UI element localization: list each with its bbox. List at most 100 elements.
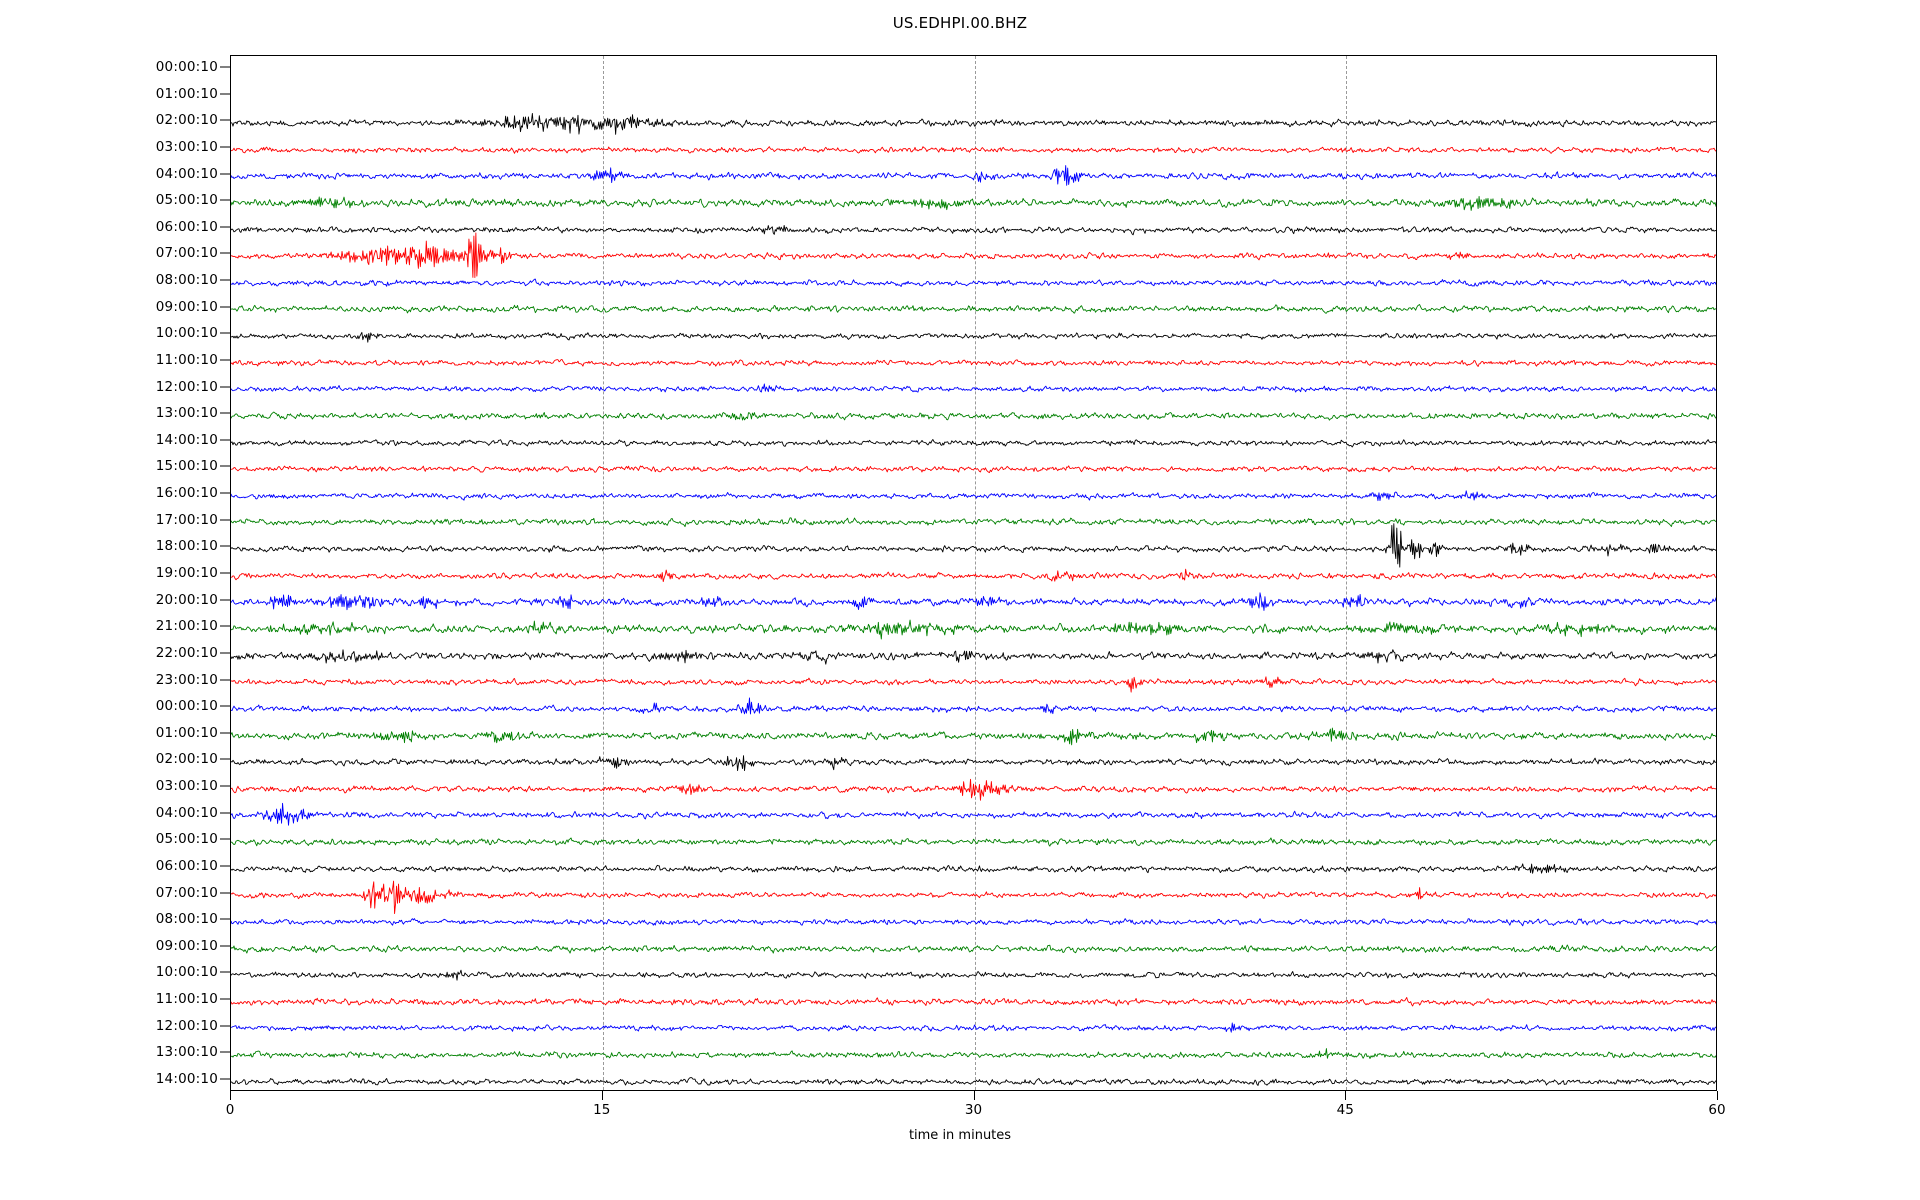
x-axis-title: time in minutes — [908, 1128, 1012, 1143]
y-axis-label: 21:00:10 — [155, 618, 218, 635]
y-axis-label: 09:00:10 — [155, 298, 218, 315]
waveform-trace — [231, 788, 1716, 842]
waveform-trace — [231, 975, 1716, 1029]
y-axis-label: 00:00:10 — [155, 698, 218, 715]
y-axis-tick — [220, 226, 230, 228]
waveform-trace — [231, 522, 1716, 576]
x-axis-tick — [1345, 1091, 1347, 1100]
waveform-trace — [231, 575, 1716, 629]
y-axis-tick — [220, 465, 230, 467]
y-axis-tick — [220, 93, 230, 95]
y-axis-label: 04:00:10 — [155, 804, 218, 821]
y-axis-label: 22:00:10 — [155, 644, 218, 661]
y-axis-label: 01:00:10 — [155, 724, 218, 741]
page-title: US.EDHPI.00.BHZ — [892, 14, 1028, 32]
gridline-45 — [1346, 56, 1348, 1090]
y-axis-tick — [220, 918, 230, 920]
x-axis-tick — [230, 1091, 231, 1100]
waveform-trace — [231, 682, 1716, 736]
y-axis-tick — [220, 199, 230, 201]
y-axis-label: 15:00:10 — [155, 458, 218, 475]
y-axis-label: 14:00:10 — [155, 1071, 218, 1087]
y-axis-label: 04:00:10 — [155, 165, 218, 182]
waveform-trace — [231, 735, 1716, 789]
waveform-trace — [231, 602, 1716, 656]
y-axis-label: 10:00:10 — [155, 964, 218, 981]
waveform-trace — [231, 362, 1716, 416]
y-axis-tick — [220, 572, 230, 574]
waveform-trace — [231, 282, 1716, 336]
y-axis-tick — [220, 732, 230, 734]
y-axis-label: 13:00:10 — [155, 1044, 218, 1061]
y-axis-label: 08:00:10 — [155, 911, 218, 928]
y-axis-label: 07:00:10 — [155, 884, 218, 901]
y-axis-tick — [220, 119, 230, 121]
waveform-trace — [231, 709, 1716, 763]
waveform-trace — [231, 762, 1716, 816]
y-axis-tick — [220, 599, 230, 601]
y-axis-label: 02:00:10 — [155, 112, 218, 129]
waveform-trace — [231, 922, 1716, 976]
y-axis-tick — [220, 66, 230, 68]
y-axis-label: 03:00:10 — [155, 778, 218, 795]
y-axis-tick — [220, 865, 230, 867]
y-axis-tick — [220, 838, 230, 840]
y-axis-label: 09:00:10 — [155, 937, 218, 954]
gridline-30 — [974, 56, 976, 1090]
y-axis-label: 07:00:10 — [155, 245, 218, 262]
waveform-trace — [231, 1001, 1716, 1055]
y-axis-tick — [220, 971, 230, 973]
y-axis-tick — [220, 652, 230, 654]
y-axis-tick — [220, 892, 230, 894]
y-axis-label: 11:00:10 — [155, 991, 218, 1008]
waveform-trace — [231, 948, 1716, 1002]
waveform-trace — [231, 549, 1716, 603]
x-axis-tick-label: 30 — [964, 1102, 983, 1118]
x-axis-tick-label: 0 — [225, 1102, 235, 1118]
waveform-trace — [231, 815, 1716, 869]
plot-inner — [231, 56, 1716, 1090]
waveform-trace — [231, 1055, 1716, 1090]
y-axis-label: 05:00:10 — [155, 831, 218, 848]
y-axis-tick — [220, 492, 230, 494]
gridline-15 — [602, 56, 604, 1090]
y-axis-label: 23:00:10 — [155, 671, 218, 688]
y-axis-label: 06:00:10 — [155, 218, 218, 235]
waveform-trace — [231, 256, 1716, 310]
y-axis-label: 03:00:10 — [155, 138, 218, 155]
x-axis-tick-label: 60 — [1708, 1102, 1726, 1118]
waveform-trace — [231, 176, 1716, 230]
y-axis-label: 11:00:10 — [155, 351, 218, 368]
x-axis-tick — [601, 1091, 603, 1100]
plot-frame — [230, 55, 1717, 1091]
y-axis-label: 05:00:10 — [155, 192, 218, 209]
y-axis-tick — [220, 1025, 230, 1027]
y-axis-label: 13:00:10 — [155, 405, 218, 422]
y-axis-tick — [220, 679, 230, 681]
waveform-trace — [231, 309, 1716, 363]
waveform-trace — [231, 895, 1716, 949]
y-axis-label: 14:00:10 — [155, 431, 218, 448]
waveform-trace — [231, 229, 1716, 283]
y-axis-tick — [220, 945, 230, 947]
waveform-trace — [231, 495, 1716, 549]
y-axis-tick — [220, 173, 230, 175]
waveform-trace — [231, 203, 1716, 257]
y-axis-tick — [220, 758, 230, 760]
y-axis-tick — [220, 332, 230, 334]
waveform-trace — [231, 96, 1716, 150]
y-axis-tick — [220, 785, 230, 787]
y-axis-label: 20:00:10 — [155, 591, 218, 608]
y-axis-label: 18:00:10 — [155, 538, 218, 555]
x-axis-tick — [973, 1091, 975, 1100]
y-axis-label: 19:00:10 — [155, 565, 218, 581]
y-axis-label: 10:00:10 — [155, 325, 218, 342]
y-axis-tick — [220, 812, 230, 814]
y-axis-tick — [220, 359, 230, 361]
x-axis-tick-label: 45 — [1336, 1102, 1354, 1118]
y-axis-tick — [220, 306, 230, 308]
waveform-trace — [231, 629, 1716, 683]
y-axis-tick — [220, 386, 230, 388]
y-axis-tick — [220, 1078, 230, 1080]
y-axis-tick — [220, 439, 230, 441]
